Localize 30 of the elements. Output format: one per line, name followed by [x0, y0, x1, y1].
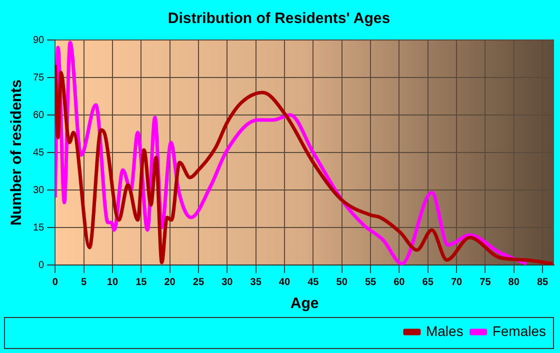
x-tick-label: 5 — [81, 276, 88, 288]
x-tick-label: 10 — [106, 276, 118, 288]
chart-title: Distribution of Residents' Ages — [168, 10, 390, 28]
legend-label: Females — [492, 322, 546, 339]
x-tick-label: 80 — [508, 276, 520, 288]
legend-label: Males — [426, 322, 464, 339]
y-tick-label: 15 — [33, 222, 45, 234]
x-tick-label: 15 — [136, 276, 148, 288]
x-tick-label: 65 — [422, 276, 434, 288]
x-tick-label: 40 — [278, 276, 290, 288]
x-tick-label: 50 — [336, 276, 348, 288]
y-tick-label: 60 — [33, 110, 45, 121]
x-tick-label: 85 — [536, 276, 549, 288]
y-axis-title: Number of residents — [8, 80, 26, 226]
x-tick-label: 30 — [222, 276, 234, 288]
x-tick-label: 20 — [164, 276, 176, 288]
y-tick-label: 45 — [33, 147, 45, 158]
y-tick-label: 75 — [33, 72, 45, 84]
x-tick-label: 60 — [394, 276, 406, 288]
y-tick-label: 30 — [33, 184, 45, 196]
y-tick-label: 90 — [33, 34, 45, 46]
x-tick-label: 70 — [450, 276, 463, 288]
x-tick-label: 0 — [52, 276, 58, 288]
x-tick-label: 45 — [308, 276, 320, 288]
x-tick-label: 75 — [480, 276, 492, 288]
x-tick-label: 25 — [192, 276, 204, 288]
x-axis-title: Age — [290, 295, 319, 312]
x-tick-label: 55 — [364, 276, 377, 288]
y-tick-label: 0 — [38, 260, 45, 271]
x-tick-label: 35 — [250, 276, 262, 288]
